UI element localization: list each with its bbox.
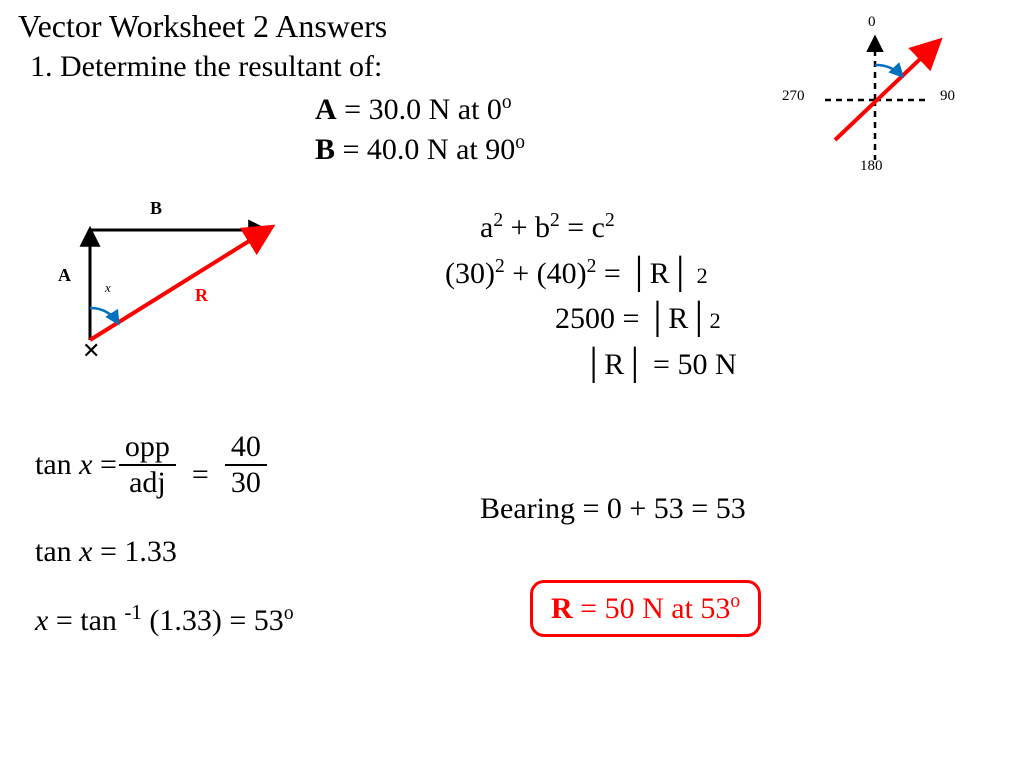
vec-b-deg: o (515, 132, 525, 153)
p2-r: R (650, 257, 670, 290)
t1-x: x (79, 448, 92, 481)
vector-triangle: ✕ (40, 200, 300, 370)
p2-a: (30) (445, 257, 495, 290)
p2-eq: = (596, 257, 628, 290)
vec-b-label: B (315, 133, 335, 166)
t3-exp: -1 (124, 600, 142, 624)
tan-line2: tan x = 1.33 (35, 535, 177, 569)
compass-n: 0 (868, 14, 876, 31)
p2-bs: 2 (587, 256, 597, 277)
triangle-b-label: B (150, 198, 162, 219)
compass-e: 90 (940, 88, 955, 105)
pythag-plus1: + (503, 211, 535, 244)
compass-w: 270 (782, 88, 805, 105)
vector-a-line: A = 30.0 N at 0o (315, 92, 512, 127)
triangle-a-label: A (58, 265, 71, 286)
p3-r: R (668, 302, 688, 335)
t1-pre: tan (35, 448, 79, 481)
page-title: Vector Worksheet 2 Answers (18, 8, 387, 45)
t1-opp: opp (119, 430, 176, 466)
t3-x: x (35, 604, 48, 637)
question-prompt: 1. Determine the resultant of: (30, 50, 382, 84)
t3-rhs: (1.33) = 53 (142, 604, 284, 637)
answer-deg: o (730, 591, 740, 612)
pythag-line2: (30)2 + (40)2 = │R│ 2 (445, 256, 708, 291)
p2-bar1: │ (628, 257, 649, 290)
p2-as: 2 (495, 256, 505, 277)
vec-a-value: = 30.0 N at 0 (337, 93, 502, 126)
vec-a-deg: o (502, 92, 512, 113)
pythag-eq1: = (560, 211, 592, 244)
p3-lhs: 2500 = (555, 302, 647, 335)
p4-b1: │ (583, 348, 604, 381)
t3-deg: o (284, 603, 294, 624)
pythag-line4: │R│ = 50 N (583, 348, 737, 382)
p2-bar2: │ (670, 257, 691, 290)
p4-rhs: = 50 N (646, 348, 737, 381)
svg-text:✕: ✕ (82, 338, 100, 363)
pythag-a-sq: 2 (493, 210, 503, 231)
t1-den: 30 (225, 466, 267, 500)
bearing-line: Bearing = 0 + 53 = 53 (480, 492, 746, 526)
p2-plus: + (505, 257, 537, 290)
t3-mid: = tan (48, 604, 124, 637)
p2-rs: 2 (691, 263, 708, 288)
pythag-line3: 2500 = │R│2 (555, 302, 721, 336)
t1-frac2: 40 30 (225, 430, 267, 500)
p2-b: (40) (537, 257, 587, 290)
t1-eq: = (92, 448, 116, 481)
tan-line3: x = tan -1 (1.33) = 53o (35, 600, 294, 638)
compass-s: 180 (860, 158, 883, 175)
pythag-b-sq: 2 (550, 210, 560, 231)
p3-rs: 2 (709, 308, 720, 333)
pythag-c: c (592, 211, 605, 244)
p3-b2: │ (688, 302, 709, 335)
pythag-b: b (535, 211, 550, 244)
t1-adj: adj (119, 466, 176, 500)
p4-r: R (604, 348, 624, 381)
triangle-x-label: x (105, 280, 111, 296)
t2-rhs: = 1.33 (92, 535, 176, 568)
answer-box: R = 50 N at 53o (530, 580, 761, 637)
answer-r: R (551, 592, 573, 625)
vector-b-line: B = 40.0 N at 90o (315, 132, 525, 167)
vec-b-value: = 40.0 N at 90 (335, 133, 515, 166)
t1-num: 40 (225, 430, 267, 466)
answer-rest: = 50 N at 53 (573, 592, 731, 625)
p4-b2: │ (624, 348, 645, 381)
pythag-a: a (480, 211, 493, 244)
t1-frac1: opp adj (119, 430, 176, 500)
pythag-c-sq: 2 (605, 210, 615, 231)
vec-a-label: A (315, 93, 337, 126)
t2-x: x (79, 535, 92, 568)
tan-line1: tan x = opp adj = 40 30 (35, 430, 267, 500)
t1-eq2: = (178, 438, 223, 492)
triangle-r-label: R (195, 285, 208, 306)
t2-pre: tan (35, 535, 79, 568)
pythag-line1: a2 + b2 = c2 (480, 210, 615, 245)
p3-b1: │ (647, 302, 668, 335)
